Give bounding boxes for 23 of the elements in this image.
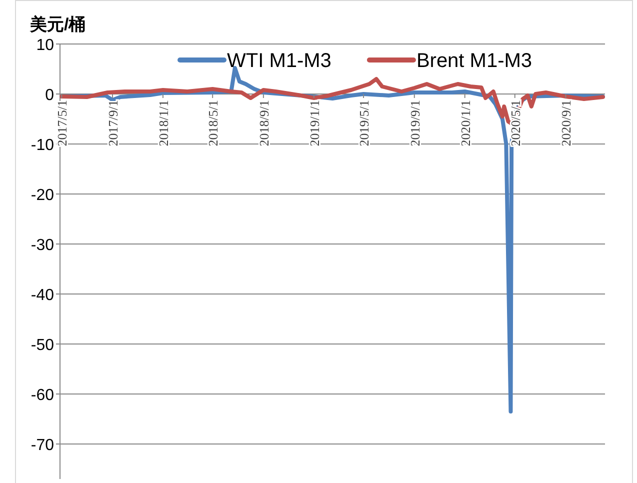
y-tick-label: 10 (36, 37, 54, 54)
x-tick-label: 2019/5/1 (356, 100, 372, 146)
x-tick-label: 2020/1/1 (458, 100, 473, 146)
y-tick-label: -10 (30, 137, 54, 154)
x-tick-label: 2020/9/1 (558, 100, 574, 146)
y-tick-label: 0 (45, 87, 54, 104)
x-tick-label: 2017/9/1 (106, 100, 121, 146)
y-tick-label: -60 (30, 387, 54, 404)
y-tick-label: -40 (30, 287, 54, 304)
x-tick-label: 2018/1/1 (156, 100, 171, 146)
x-tick-label: 2018/5/1 (206, 100, 221, 146)
legend-label: Brent M1-M3 (416, 50, 532, 72)
y-tick-label: -30 (30, 237, 54, 254)
x-tick-label: 2020/5/1 (508, 100, 523, 146)
y-tick-label: -50 (30, 337, 54, 354)
y-axis-title: 美元/桶 (29, 15, 86, 34)
x-tick-label: 2019/9/1 (407, 100, 422, 146)
y-tick-label: -20 (30, 187, 54, 204)
y-tick-label: -70 (30, 437, 54, 454)
x-tick-label: 2017/5/1 (54, 100, 70, 146)
x-tick-label: 2019/1/1 (306, 100, 322, 146)
legend-label: WTI M1-M3 (227, 50, 332, 72)
x-tick-label: 2018/9/1 (256, 100, 272, 146)
